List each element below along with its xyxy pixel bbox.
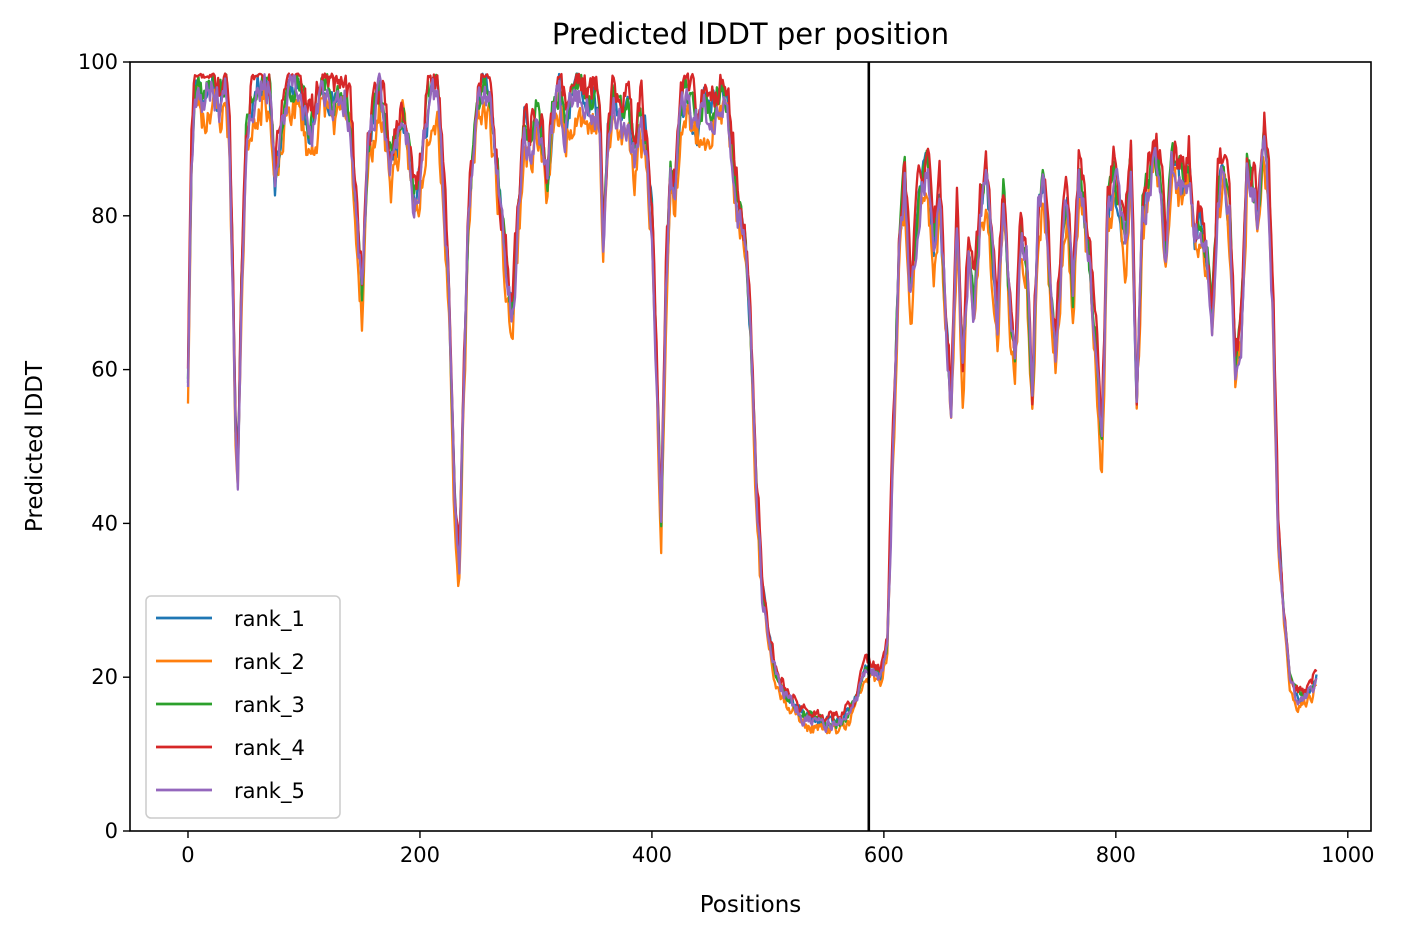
y-tick-label: 40 bbox=[91, 511, 118, 535]
chart-title: Predicted lDDT per position bbox=[552, 17, 949, 51]
legend-box bbox=[145, 595, 341, 819]
y-tick-label: 20 bbox=[91, 665, 118, 689]
legend-label: rank_2 bbox=[234, 650, 305, 675]
y-tick-label: 100 bbox=[78, 50, 118, 74]
series-layer bbox=[186, 72, 1318, 735]
y-axis-label: Predicted lDDT bbox=[22, 360, 48, 532]
plot-frame bbox=[129, 61, 1372, 832]
y-tick-label: 60 bbox=[91, 358, 118, 382]
x-tick-label: 1000 bbox=[1321, 843, 1374, 867]
y-tick-label: 0 bbox=[105, 819, 118, 843]
legend-label: rank_4 bbox=[234, 736, 305, 761]
legend-label: rank_1 bbox=[234, 607, 305, 632]
axis-ticks: 0 200 400 600 800 1000 0 20 40 60 80 100 bbox=[78, 50, 1375, 867]
x-tick-label: 0 bbox=[181, 843, 194, 867]
legend: rank_1 rank_2 rank_3 rank_4 rank_5 bbox=[145, 595, 341, 819]
x-axis-label: Positions bbox=[700, 892, 802, 918]
x-tick-label: 800 bbox=[1096, 843, 1136, 867]
series-line-rank_5 bbox=[186, 72, 1318, 733]
x-tick-label: 200 bbox=[400, 843, 440, 867]
legend-label: rank_5 bbox=[234, 779, 305, 804]
x-tick-label: 600 bbox=[864, 843, 904, 867]
legend-label: rank_3 bbox=[234, 693, 305, 718]
x-tick-label: 400 bbox=[632, 843, 672, 867]
y-tick-label: 80 bbox=[91, 204, 118, 228]
